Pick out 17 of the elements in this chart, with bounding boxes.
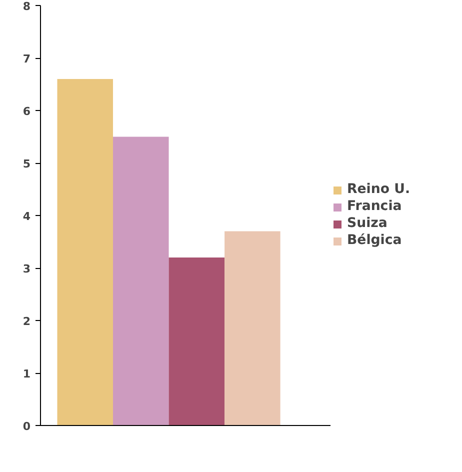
y-tick-label: 7 <box>22 52 30 66</box>
y-tick-label: 0 <box>22 420 31 433</box>
y-tick-label: 1 <box>22 368 30 380</box>
y-tick-label: 4 <box>22 210 31 223</box>
y-tick-label: 5 <box>22 158 30 170</box>
legend-label: Reino U. <box>347 182 410 197</box>
y-tick-label: 3 <box>22 262 30 276</box>
bar <box>168 258 225 426</box>
bar <box>224 231 280 426</box>
bar <box>57 79 113 426</box>
bar <box>113 136 169 426</box>
y-tick-label: 2 <box>22 315 30 328</box>
legend-label: Suiza <box>347 216 388 231</box>
y-tick-label: 6 <box>22 105 31 118</box>
legend-label: Francia <box>347 199 402 214</box>
legend-label: Bélgica <box>347 233 402 248</box>
y-tick-label: 8 <box>22 0 30 13</box>
